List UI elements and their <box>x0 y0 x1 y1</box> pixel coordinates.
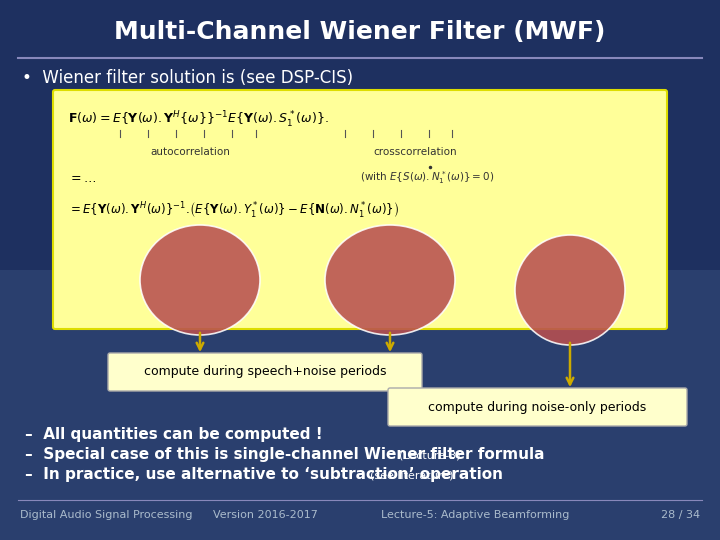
Text: $= \ldots$: $= \ldots$ <box>68 172 96 185</box>
Text: (Lecture-3): (Lecture-3) <box>400 450 461 460</box>
Text: compute during noise-only periods: compute during noise-only periods <box>428 401 647 414</box>
Ellipse shape <box>325 225 455 335</box>
Ellipse shape <box>140 225 260 335</box>
FancyBboxPatch shape <box>388 388 687 426</box>
Text: crosscorrelation: crosscorrelation <box>373 147 456 157</box>
Text: $= E\{\mathbf{Y}(\omega).\mathbf{Y}^H(\omega)\}^{-1}.$$\!\left(E\{\mathbf{Y}(\om: $= E\{\mathbf{Y}(\omega).\mathbf{Y}^H(\o… <box>68 200 399 220</box>
Text: Version 2016-2017: Version 2016-2017 <box>212 510 318 520</box>
FancyBboxPatch shape <box>108 353 422 391</box>
Text: •  Wiener filter solution is (see DSP-CIS): • Wiener filter solution is (see DSP-CIS… <box>22 69 353 87</box>
Text: Multi-Channel Wiener Filter (MWF): Multi-Channel Wiener Filter (MWF) <box>114 20 606 44</box>
Text: –  In practice, use alternative to ‘subtraction’ operation: – In practice, use alternative to ‘subtr… <box>25 468 508 483</box>
Bar <box>0 270 720 540</box>
FancyBboxPatch shape <box>53 90 667 329</box>
Text: –  All quantities can be computed !: – All quantities can be computed ! <box>25 428 323 442</box>
Text: (with $E\{S(\omega).N_1^*(\omega)\} = 0$): (with $E\{S(\omega).N_1^*(\omega)\} = 0$… <box>360 170 495 186</box>
Text: Lecture-5: Adaptive Beamforming: Lecture-5: Adaptive Beamforming <box>381 510 570 520</box>
Text: $\mathbf{F}(\omega) = E\{\mathbf{Y}(\omega).\mathbf{Y}^H\{\omega\}\}^{-1}$$E\{\m: $\mathbf{F}(\omega) = E\{\mathbf{Y}(\ome… <box>68 110 329 130</box>
Bar <box>0 0 720 270</box>
Ellipse shape <box>515 235 625 345</box>
Text: Digital Audio Signal Processing: Digital Audio Signal Processing <box>20 510 192 520</box>
Text: (see literature): (see literature) <box>370 470 454 480</box>
Text: 28 / 34: 28 / 34 <box>661 510 700 520</box>
Text: autocorrelation: autocorrelation <box>150 147 230 157</box>
Text: –  Special case of this is single-channel Wiener filter formula: – Special case of this is single-channel… <box>25 448 550 462</box>
Text: compute during speech+noise periods: compute during speech+noise periods <box>144 366 386 379</box>
